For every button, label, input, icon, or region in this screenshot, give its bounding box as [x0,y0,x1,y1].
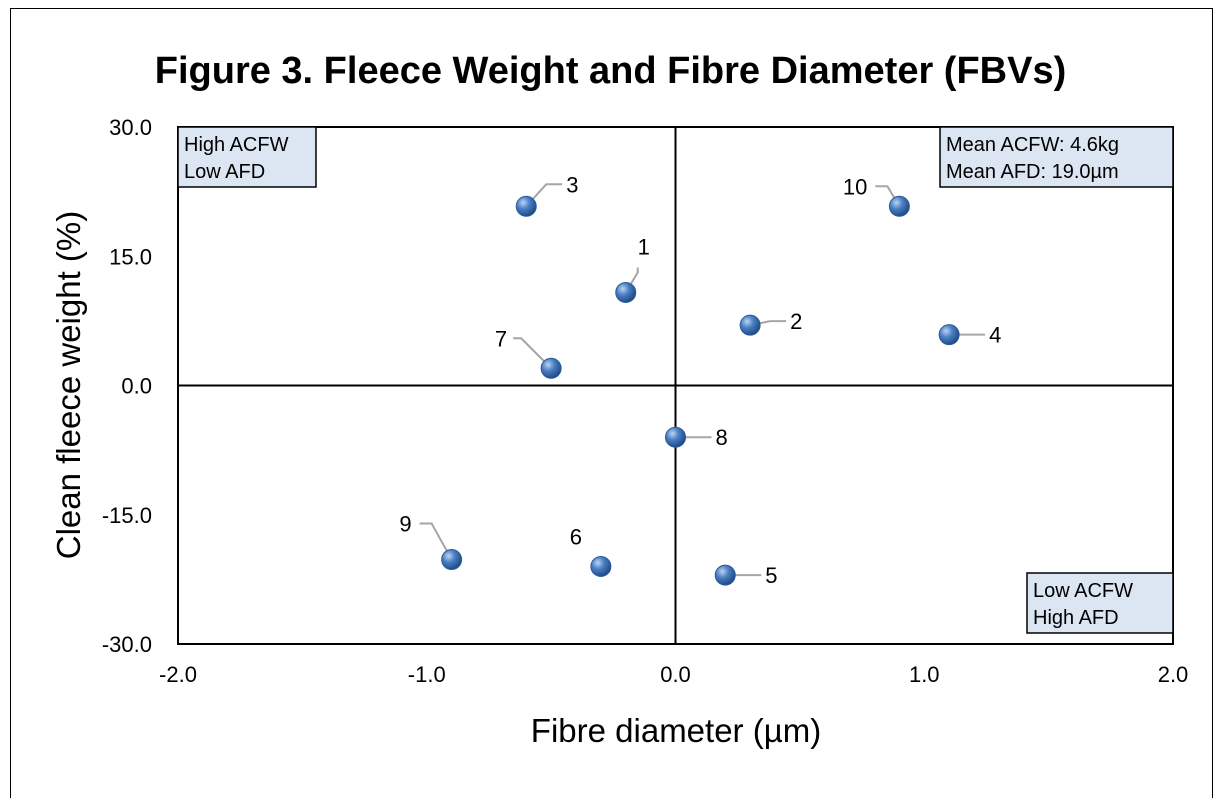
leader-line [513,337,552,369]
data-point [665,426,686,448]
annotation-mean-values [939,126,1174,188]
y-tick-label: -15.0 [102,503,152,528]
data-point-label: 2 [790,309,802,334]
data-point [714,564,736,586]
y-tick-label: 30.0 [109,115,152,140]
annotation-mean-values-text: Mean AFD: 19.0µm [946,161,1119,183]
figure-frame [10,8,1213,798]
annotation-high-acfw-low-afd-text: High ACFW [184,134,289,156]
x-tick-label: 0.0 [660,662,691,687]
data-point [515,195,537,217]
x-tick-label: 1.0 [909,662,940,687]
y-tick-label: -30.0 [102,632,152,657]
data-point [441,549,463,571]
data-point [615,281,637,303]
annotation-high-acfw-low-afd-text: Low AFD [184,161,265,183]
leader-line [419,522,453,561]
data-point [590,555,612,577]
annotation-low-acfw-high-afd-text: High AFD [1033,607,1119,629]
y-axis-title: Clean fleece weight (%) [50,211,87,560]
data-point-label: 10 [843,174,867,199]
data-point-label: 4 [989,323,1001,348]
chart-title: Figure 3. Fleece Weight and Fibre Diamet… [154,50,1067,92]
annotation-mean-values-text: Mean ACFW: 4.6kg [946,134,1119,156]
annotation-low-acfw-high-afd [1026,572,1174,634]
y-tick-label: 0.0 [121,374,152,399]
data-point [888,195,910,217]
data-point-label: 8 [716,425,728,450]
data-point-label: 6 [570,524,582,549]
data-point [540,357,562,379]
x-axis-title: Fibre diameter (µm) [531,712,821,749]
annotation-low-acfw-high-afd-text: Low ACFW [1033,580,1133,602]
data-point-label: 7 [495,326,507,351]
data-point-label: 9 [399,512,411,537]
data-point [739,314,761,336]
data-point-label: 1 [638,234,650,259]
x-tick-label: -2.0 [159,662,197,687]
data-point-label: 5 [765,563,777,588]
x-tick-label: 2.0 [1158,662,1189,687]
x-tick-label: -1.0 [408,662,446,687]
annotation-high-acfw-low-afd [177,126,317,188]
data-point [938,324,960,346]
y-tick-label: 15.0 [109,244,152,269]
data-point-label: 3 [566,172,578,197]
